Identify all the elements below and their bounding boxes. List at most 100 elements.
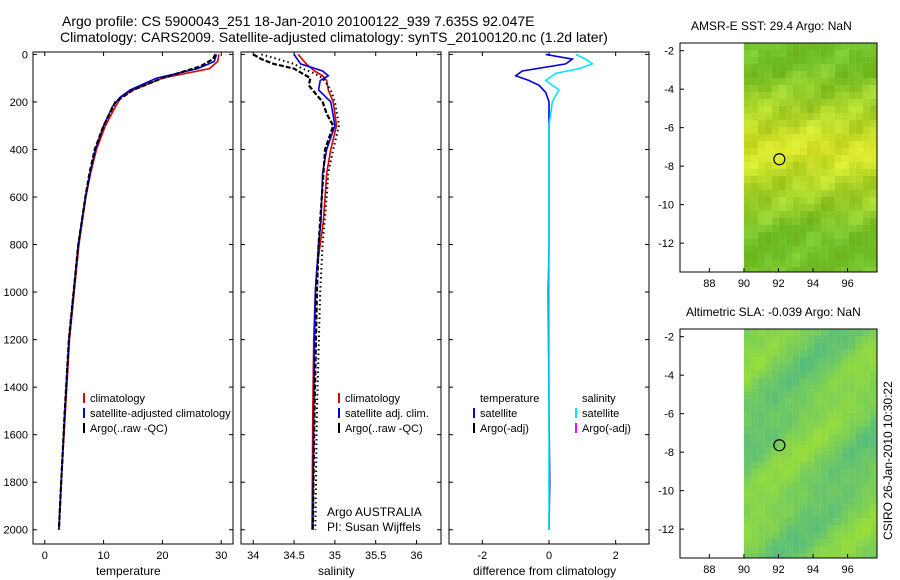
map2-cell [750,385,758,392]
map2-cell [778,518,786,525]
map2-cell [771,406,779,413]
map1-cell [806,260,814,267]
map2-cell [785,546,793,553]
map1-cell [799,71,807,78]
map2-cell [869,490,877,497]
map2-cell [827,420,835,427]
map2-cell [855,539,863,546]
map2-cell [764,469,772,476]
map1-cell [813,239,821,246]
map2-cell [820,420,828,427]
map1-cell [771,169,779,176]
map2-cell [750,392,758,399]
map2-cell [806,553,814,558]
map2-cell [848,469,856,476]
map2-cell [792,406,800,413]
map2-cell [792,364,800,371]
map2-cell [778,434,786,441]
map1-cell [827,127,835,134]
map1-cell [743,190,751,197]
map2-cell [757,329,765,336]
map1-cell [841,127,849,134]
map2-cell [841,525,849,532]
map2-cell [785,364,793,371]
map2-cell [869,427,877,434]
map2-cell [848,392,856,399]
map1-cell [785,113,793,120]
map1-cell [771,204,779,211]
map2-cell [757,357,765,364]
map1-cell [785,218,793,225]
map1-cell [827,148,835,155]
map2-cell [799,504,807,511]
map2-cell [820,553,828,558]
map1-cell [834,99,842,106]
map1-cell [785,99,793,106]
map2-cell [841,427,849,434]
map1-cell [813,162,821,169]
map2-cell [778,336,786,343]
map2-cell [855,448,863,455]
map1-cell [743,162,751,169]
map1-cell [855,148,863,155]
map2-cell [785,343,793,350]
map2-cell [764,343,772,350]
map1-cell [743,218,751,225]
map2-cell [771,336,779,343]
map2-cell [743,434,751,441]
map1-cell [792,134,800,141]
map1-cell [806,155,814,162]
depth-tick-label: 200 [10,97,28,109]
map2-cell [792,392,800,399]
panel2-legend-label: Argo(..raw -QC) [345,423,423,435]
map1-cell [764,246,772,253]
map1-cell [743,50,751,57]
map1-cell [820,99,828,106]
map2-cell [827,511,835,518]
map2-cell [792,434,800,441]
map2-cell [750,511,758,518]
map1-cell [862,225,870,232]
map1-cell [848,50,856,57]
map2-cell [855,413,863,420]
map1-cell [806,141,814,148]
map1-cell [750,43,758,50]
map1-cell [841,148,849,155]
map2-cell [750,490,758,497]
map1-cell [855,232,863,239]
map1-cell [862,260,870,267]
map1-cell [834,260,842,267]
map2-cell [778,553,786,558]
map1-cell [799,190,807,197]
map2-cell [764,553,772,558]
map2-cell [834,455,842,462]
map2-cell [757,469,765,476]
map1-cell [799,267,807,272]
map1-cell [855,225,863,232]
map2-cell [862,343,870,350]
map2-cell [757,511,765,518]
map1-cell [771,211,779,218]
panel1-series-group [57,53,220,530]
map1-cell [827,267,835,272]
map1-cell [848,260,856,267]
map2-cell [862,490,870,497]
map1-cell [764,92,772,99]
map1-cell [848,127,856,134]
map1-cell [750,176,758,183]
map2-cell [785,385,793,392]
map1-cell [757,253,765,260]
map1-cell [848,197,856,204]
map1-cell [827,232,835,239]
map1-cell [750,113,758,120]
map2-cell [806,357,814,364]
map1-cell [750,92,758,99]
depth-tick-label: 1200 [4,335,28,347]
map2-cell [757,392,765,399]
map1-cell [750,141,758,148]
map2-cell [771,399,779,406]
map2-cell [855,441,863,448]
map1-cell [792,155,800,162]
map1-cell [841,134,849,141]
map2-cell [827,504,835,511]
